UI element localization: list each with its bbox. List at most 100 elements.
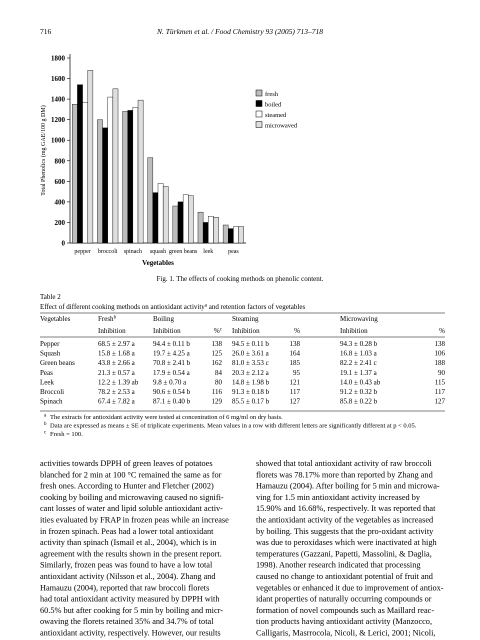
column-subhead: Inhibition xyxy=(153,327,181,335)
table-cell: 14.8 ± 1.98 b xyxy=(232,378,270,386)
body-line: blanched for 2 min at 100 °C remained th… xyxy=(40,470,222,479)
bar xyxy=(87,70,94,244)
body-line: cant losses of water and lipid soluble a… xyxy=(40,504,223,513)
group-text: Boiling xyxy=(153,315,175,323)
body-line: owaving the florets retained 35% and 34.… xyxy=(40,617,214,626)
group-text: Steaming xyxy=(232,315,259,323)
subhead-sup: c xyxy=(220,328,223,333)
table-cell: 95 xyxy=(293,369,301,377)
table-cell: 117 xyxy=(435,388,446,396)
table-cell: 19.7 ± 4.25 a xyxy=(153,350,191,358)
column-group: Vegetables xyxy=(40,315,71,323)
table-cell: Spinach xyxy=(40,398,63,406)
body-line: Hamauzu (2004), reported that raw brocco… xyxy=(40,583,209,592)
body-line: vegetables or enhanced it due to improve… xyxy=(256,583,444,592)
subhead-text: Inhibition xyxy=(98,327,126,335)
y-tick-label: 600 xyxy=(55,178,66,186)
table-cell: 116 xyxy=(212,388,223,396)
body-line: caused no change to antioxidant potentia… xyxy=(256,572,434,581)
bar xyxy=(182,194,189,244)
y-tick-label: 1200 xyxy=(51,116,66,124)
body-line: 1998). Another research indicated that p… xyxy=(256,561,421,570)
table-cell: 185 xyxy=(290,359,301,367)
bar xyxy=(208,216,214,244)
table-cell: 127 xyxy=(435,398,446,406)
table-cell: 117 xyxy=(290,388,301,396)
body-line: florets was 78.17% more than reported by… xyxy=(256,470,434,479)
legend-swatch xyxy=(255,110,263,118)
body-line: in frozen spinach. Peas had a lower tota… xyxy=(40,527,214,536)
body-line: showed that total antioxidant activity o… xyxy=(256,459,432,468)
column-subhead: Inhibition xyxy=(232,327,260,335)
footnote-mark: b xyxy=(44,422,47,427)
legend-label: boiled xyxy=(265,102,282,109)
bar xyxy=(157,183,164,244)
table-cell: 106 xyxy=(435,350,446,358)
x-tick-label: spinach xyxy=(124,249,142,255)
table-cell: 129 xyxy=(212,398,223,406)
body-line: Calligaris, Masrrocola, Nicoli, & Lerici… xyxy=(256,629,436,638)
footnote-text: The extracts for antioxidant activity we… xyxy=(50,414,283,421)
table-cell: 17.9 ± 0.54 a xyxy=(153,369,191,377)
y-tick-label: 1800 xyxy=(51,55,66,63)
bar xyxy=(228,228,234,244)
table-cell: 20.3 ± 2.12 a xyxy=(232,369,270,377)
group-sup: b xyxy=(114,316,117,321)
bar xyxy=(122,111,128,244)
table-cell: 138 xyxy=(435,340,446,348)
title-part: Effect of different cooking methods on a… xyxy=(40,303,205,311)
column-group: Microwaving xyxy=(340,315,378,323)
column-subhead: Inhibition xyxy=(340,327,368,335)
body-line: activities towards DPPH of green leaves … xyxy=(40,459,213,468)
subhead-text: % xyxy=(294,327,300,335)
x-tick-label: pepper xyxy=(74,249,90,255)
legend-label: fresh xyxy=(265,91,279,98)
table-cell: Pepper xyxy=(40,340,60,348)
subhead-text: Inhibition xyxy=(232,327,260,335)
bar xyxy=(127,110,134,244)
bar xyxy=(172,205,179,244)
bar xyxy=(213,217,219,244)
table-cell: 91.3 ± 0.18 b xyxy=(232,388,270,396)
table-cell: 94.5 ± 0.11 b xyxy=(232,340,269,348)
body-line: formation of novel compounds such as Mai… xyxy=(256,606,434,615)
table-cell: 82.2 ± 2.41 c xyxy=(340,359,377,367)
body-line: was due to peroxidases which were inacti… xyxy=(256,538,437,547)
x-tick-label: squash xyxy=(150,249,166,255)
column-group: Steaming xyxy=(232,315,259,323)
y-tick-label: 1400 xyxy=(51,96,66,104)
table-cell: 78.2 ± 2.53 a xyxy=(98,388,136,396)
body-line: fresh ones. According to Hunter and Flet… xyxy=(40,482,214,491)
body-line: temperatures (Gazzani, Papetti, Massolin… xyxy=(256,549,432,558)
body-line: activity than spinach (Ismail et al., 20… xyxy=(40,538,217,547)
y-tick-label: 1600 xyxy=(51,75,66,83)
body-line: Similarly, frozen peas was found to have… xyxy=(40,561,213,570)
y-tick-label: 400 xyxy=(55,198,66,206)
column-subhead: Inhibition xyxy=(98,327,126,335)
running-head: N. Türkmen et al. / Food Chemistry 93 (2… xyxy=(156,27,323,36)
footnote-text: Data are expressed as means ± SE of trip… xyxy=(50,423,417,430)
legend-swatch xyxy=(255,89,263,97)
body-line: antioxidant activity (Nilsson et al., 20… xyxy=(40,572,216,581)
table-cell: 19.1 ± 1.37 a xyxy=(340,369,378,377)
title-part: a xyxy=(205,304,208,309)
table-cell: 43.8 ± 2.66 a xyxy=(98,359,136,367)
table-cell: 81.0 ± 3.53 c xyxy=(232,359,269,367)
body-line: idant properties of naturally occurring … xyxy=(256,595,432,604)
page-number: 716 xyxy=(40,27,52,36)
table-cell: 15.8 ± 1.68 a xyxy=(98,350,136,358)
table-cell: 138 xyxy=(212,340,223,348)
table-cell: 14.0 ± 0.43 ab xyxy=(340,378,381,386)
body-line: antioxidant activity, respectively. Howe… xyxy=(40,629,221,638)
bar xyxy=(162,186,169,244)
body-line: the antioxidant activity of the vegetabl… xyxy=(256,516,434,525)
bar xyxy=(147,157,154,244)
body-line: cooking by boiling and microwaving cause… xyxy=(40,493,224,502)
table-cell: 115 xyxy=(435,378,446,386)
table-cell: 164 xyxy=(290,350,301,358)
bar xyxy=(82,101,88,244)
group-text: Vegetables xyxy=(40,315,71,323)
table-cell: 85.8 ± 0.22 b xyxy=(340,398,378,406)
footnote-text: Fresh = 100. xyxy=(50,431,83,438)
